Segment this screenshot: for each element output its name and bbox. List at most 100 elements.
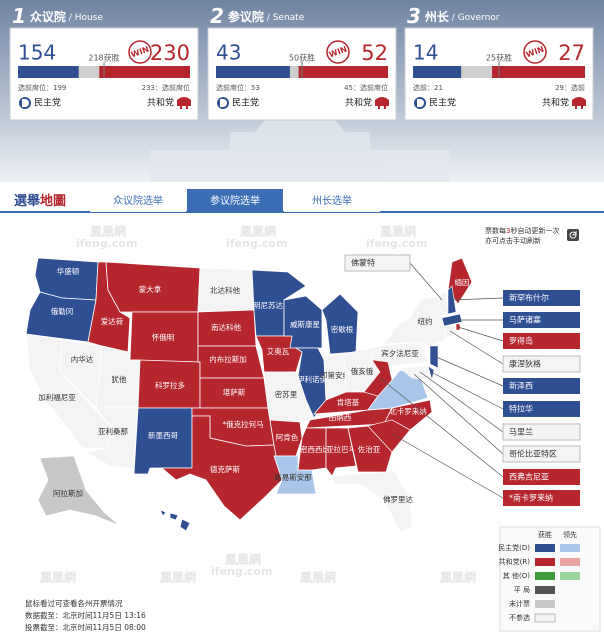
watermark-cn: 鳳凰網 — [40, 570, 76, 585]
state-label[interactable]: 堪萨斯 — [223, 387, 246, 397]
callout-box[interactable] — [503, 490, 580, 506]
state-label[interactable]: 佛罗里达 — [383, 494, 413, 504]
state[interactable] — [159, 509, 191, 532]
state[interactable] — [37, 455, 121, 527]
state-label[interactable]: 宾夕法尼亚 — [381, 348, 419, 358]
state-label[interactable]: 佐治亚 — [358, 444, 381, 454]
state-label[interactable]: 北卡罗来纳 — [389, 406, 427, 416]
legend-swatch — [535, 558, 555, 566]
rep-icon — [177, 97, 191, 109]
callout-box[interactable] — [502, 423, 581, 441]
state-label[interactable]: 密歇根 — [331, 324, 354, 334]
callout-box[interactable] — [503, 378, 580, 394]
state[interactable] — [429, 345, 439, 369]
refresh-icon[interactable] — [569, 230, 577, 239]
state-label[interactable]: 伊利诺伊 — [297, 374, 327, 384]
callout-box[interactable] — [503, 290, 580, 306]
state-label[interactable]: 俄勒冈 — [51, 306, 74, 316]
callout-label[interactable]: 佛蒙特 — [351, 258, 375, 268]
callout-label[interactable]: *南卡罗来纳 — [509, 493, 553, 503]
state-label[interactable]: 密苏里 — [275, 389, 298, 399]
race-number: 1 — [12, 4, 26, 28]
state-label[interactable]: 威斯康星 — [290, 319, 320, 329]
callout-line — [457, 326, 504, 342]
callout-label[interactable]: 马萨诸塞 — [509, 315, 541, 325]
state-label[interactable]: 爱达荷 — [101, 316, 124, 326]
state-label[interactable]: 亚拉巴马 — [326, 444, 356, 454]
callout-label[interactable]: 马里兰 — [509, 427, 533, 437]
state-label[interactable]: 北达科他 — [210, 285, 240, 295]
state-label[interactable]: 科罗拉多 — [155, 380, 185, 390]
rep-seats: 230 — [150, 41, 190, 65]
state[interactable] — [367, 369, 429, 411]
state[interactable] — [331, 469, 413, 533]
state-label[interactable]: 印第安纳 — [320, 370, 350, 380]
state-label[interactable]: 德克萨斯 — [210, 464, 240, 474]
state-label[interactable]: 艾奥瓦 — [267, 346, 290, 356]
state-label[interactable]: 路易斯安那 — [274, 472, 312, 482]
tab[interactable] — [187, 189, 283, 212]
state[interactable] — [133, 407, 193, 475]
state-label[interactable]: 俄亥俄 — [351, 366, 374, 376]
state-label[interactable]: 肯塔基 — [337, 397, 360, 407]
callout-label[interactable]: 特拉华 — [509, 404, 533, 414]
state-label[interactable]: 蒙大拿 — [139, 284, 162, 294]
state[interactable] — [363, 359, 393, 397]
callout-box[interactable] — [344, 254, 411, 272]
state[interactable] — [447, 257, 473, 305]
state-label[interactable]: 新墨西哥 — [148, 430, 178, 440]
state[interactable] — [347, 425, 393, 473]
callout-label[interactable]: 新罕布什尔 — [509, 293, 549, 303]
state[interactable] — [273, 455, 317, 495]
callout-label[interactable]: 西弗吉尼亚 — [509, 472, 549, 482]
state-label[interactable]: 内华达 — [71, 354, 94, 364]
state-label[interactable]: 夏威夷 — [165, 530, 188, 540]
callout-label[interactable]: 哥伦比亚特区 — [509, 449, 557, 459]
legend-label: 未计票 — [509, 599, 530, 608]
tab[interactable] — [284, 189, 380, 212]
state-label[interactable]: 华盛顿 — [57, 266, 80, 276]
state-label[interactable]: 阿肯色 — [276, 432, 299, 442]
callout-box[interactable] — [503, 333, 580, 349]
state[interactable] — [441, 313, 463, 327]
tab-label[interactable]: 众议院选举 — [113, 194, 163, 207]
callout-label[interactable]: 新泽西 — [509, 381, 533, 391]
state[interactable] — [427, 365, 435, 381]
state-label[interactable]: 阿拉斯加 — [53, 488, 83, 498]
state-label[interactable]: 缅因 — [455, 277, 470, 287]
callout-box[interactable] — [503, 469, 580, 485]
callout-box[interactable] — [503, 401, 580, 417]
callout-box[interactable] — [502, 355, 581, 373]
tab-label[interactable]: 参议院选举 — [210, 194, 260, 207]
state-label[interactable]: 亚利桑那 — [98, 426, 128, 436]
race-title: 2 参议院 / Senate — [210, 4, 305, 28]
state-label[interactable]: 田纳西 — [329, 412, 352, 422]
callout-box[interactable] — [502, 445, 581, 463]
state-label[interactable]: 怀俄明 — [152, 332, 175, 342]
race-title: 1 众议院 / House — [12, 4, 103, 28]
state-label[interactable]: 密西西比 — [300, 444, 330, 454]
state[interactable] — [443, 325, 457, 339]
map-logo: 選舉地圖 — [14, 193, 66, 209]
callout-line — [449, 330, 504, 365]
callout-label[interactable]: 康涅狄格 — [509, 359, 541, 369]
watermark-cn: 鳳凰網 — [440, 570, 476, 585]
state-label[interactable]: 加利福尼亚 — [38, 392, 76, 402]
state-label[interactable]: 南达科他 — [211, 322, 241, 332]
state-label[interactable]: 纽约 — [418, 316, 433, 326]
state[interactable] — [160, 415, 283, 521]
watermark-en: ifeng.com — [366, 237, 427, 250]
state[interactable] — [263, 371, 313, 423]
state[interactable] — [367, 419, 411, 453]
state[interactable] — [294, 347, 327, 419]
state-label[interactable]: 内布拉斯加 — [209, 354, 247, 364]
callout-line — [451, 297, 504, 301]
state-label[interactable]: 明尼苏达 — [253, 300, 283, 310]
state-label[interactable]: *俄克拉何马 — [222, 419, 263, 429]
state-label[interactable]: 犹他 — [112, 374, 127, 384]
tab-label[interactable]: 州长选举 — [312, 194, 352, 207]
callout-label[interactable]: 罗得岛 — [509, 336, 533, 346]
callout-box[interactable] — [503, 312, 580, 328]
state[interactable] — [25, 291, 97, 343]
tab[interactable] — [90, 189, 186, 212]
